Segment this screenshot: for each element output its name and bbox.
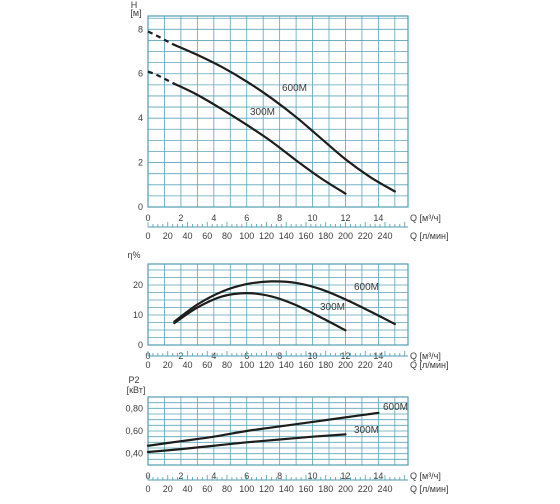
curve-300m [173, 291, 347, 332]
x2-tick-label: 60 [202, 231, 212, 241]
y-axis-unit: [м] [130, 8, 141, 18]
y-tick-label: 0,80 [125, 403, 143, 413]
x-tick-label: 4 [211, 213, 216, 223]
y-axis-label: η% [127, 250, 140, 260]
y-axis-label: P2 [128, 375, 139, 385]
x2-tick-label: 140 [279, 360, 294, 370]
curve-600m [173, 280, 396, 326]
curve-600m [146, 411, 380, 447]
x2-tick-label: 200 [338, 360, 353, 370]
x-tick-label: 14 [373, 213, 383, 223]
x-axis-label: Q [м³/ч] [410, 351, 441, 361]
x2-tick-label: 160 [298, 360, 313, 370]
x2-tick-label: 120 [259, 360, 274, 370]
x2-tick-label: 220 [358, 360, 373, 370]
x-tick-label: 14 [373, 471, 383, 481]
x2-tick-label: 200 [338, 484, 353, 494]
x2-axis-label: Q [л/мин] [410, 231, 448, 241]
x-tick-label: 12 [340, 213, 350, 223]
series-label-600m: 600M [383, 402, 408, 413]
x2-tick-label: 100 [239, 231, 254, 241]
x2-tick-label: 120 [259, 484, 274, 494]
x2-tick-label: 80 [222, 231, 232, 241]
series-label-300m: 300M [354, 425, 379, 436]
plot-frame [147, 263, 409, 346]
plot-frame [147, 396, 409, 466]
x2-tick-label: 20 [163, 484, 173, 494]
x-tick-label: 8 [277, 471, 282, 481]
x2-tick-label: 0 [145, 231, 150, 241]
y-tick-label: 0,40 [125, 449, 143, 459]
y-tick-label: 0 [138, 202, 143, 212]
x2-tick-label: 140 [279, 231, 294, 241]
x2-tick-label: 20 [163, 231, 173, 241]
x2-axis-label: Q [л/мин] [410, 360, 448, 370]
x2-tick-label: 140 [279, 484, 294, 494]
y-axis-unit: [кВт] [127, 385, 146, 395]
x2-tick-label: 240 [377, 360, 392, 370]
y-tick-label: 6 [138, 69, 143, 79]
x2-tick-label: 160 [298, 231, 313, 241]
x2-tick-label: 40 [182, 360, 192, 370]
y-tick-label: 8 [138, 24, 143, 34]
x-axis-label: Q [м³/ч] [410, 213, 441, 223]
x-tick-label: 10 [308, 471, 318, 481]
x-tick-label: 8 [277, 213, 282, 223]
x2-tick-label: 60 [202, 360, 212, 370]
x2-tick-label: 180 [318, 360, 333, 370]
x2-tick-label: 40 [182, 484, 192, 494]
x2-tick-label: 0 [145, 360, 150, 370]
y-tick-label: 0,60 [125, 426, 143, 436]
plot-frame [147, 15, 409, 208]
x-tick-label: 10 [308, 213, 318, 223]
x-tick-label: 2 [178, 213, 183, 223]
curve-dashed-300m [147, 70, 175, 85]
x2-tick-label: 180 [318, 231, 333, 241]
curve-300m [173, 82, 347, 195]
x2-tick-label: 220 [358, 484, 373, 494]
x2-tick-label: 60 [202, 484, 212, 494]
series-label-300m: 300M [320, 302, 345, 313]
x2-tick-label: 240 [377, 231, 392, 241]
x-tick-label: 2 [178, 471, 183, 481]
x2-tick-label: 160 [298, 484, 313, 494]
x-tick-label: 4 [211, 471, 216, 481]
x2-tick-label: 40 [182, 231, 192, 241]
x2-tick-label: 120 [259, 231, 274, 241]
x2-tick-label: 100 [239, 360, 254, 370]
x-tick-label: 0 [145, 213, 150, 223]
y-tick-label: 10 [133, 310, 143, 320]
series-label-600m: 600M [282, 83, 307, 94]
x2-tick-label: 180 [318, 484, 333, 494]
series-label-600m: 600M [354, 282, 379, 293]
x2-tick-label: 80 [222, 360, 232, 370]
y-tick-label: 0 [138, 340, 143, 350]
x2-tick-label: 80 [222, 484, 232, 494]
y-tick-label: 2 [138, 158, 143, 168]
x2-tick-label: 200 [338, 231, 353, 241]
chart-1: 0 2 4 6 8 H[м] 0 2 4 6 8 10 12 14 Q [м³/ч] 0 20 40 60 80 100… [130, 0, 448, 241]
y-axis-label: H [131, 0, 138, 10]
curve-300m [146, 433, 347, 454]
x2-tick-label: 20 [163, 360, 173, 370]
x2-tick-label: 100 [239, 484, 254, 494]
x2-axis-label: Q [л/мин] [410, 484, 448, 494]
series-label-300m: 300M [250, 107, 275, 118]
x2-tick-label: 0 [145, 484, 150, 494]
y-tick-label: 20 [133, 280, 143, 290]
x-tick-label: 6 [244, 213, 249, 223]
curve-600m [173, 43, 396, 193]
x2-tick-label: 220 [358, 231, 373, 241]
y-tick-label: 4 [138, 113, 143, 123]
x-axis-label: Q [м³/ч] [410, 471, 441, 481]
curve-dashed-600m [147, 30, 175, 46]
x2-tick-label: 240 [377, 484, 392, 494]
